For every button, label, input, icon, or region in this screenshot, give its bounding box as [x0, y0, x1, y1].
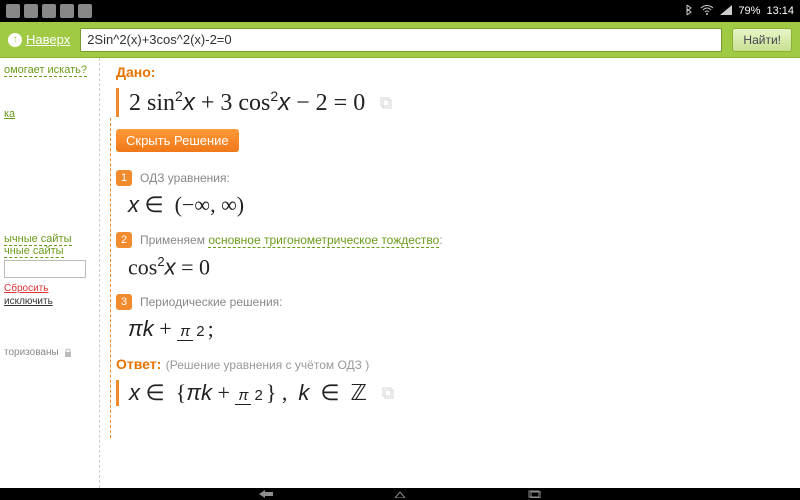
step-2-number: 2 — [116, 232, 132, 248]
sidebar-exclude-link[interactable]: исключить — [4, 296, 95, 307]
main-content: Дано: 2 sin2x + 3 cos2x − 2 = 0 Скрыть Р… — [100, 58, 800, 488]
sidebar-link-ka[interactable]: ка — [4, 108, 95, 121]
step-1-label: ОДЗ уравнения: — [140, 171, 230, 185]
app-icon-2 — [24, 4, 38, 18]
sidebar-reset-link[interactable]: Сбросить — [4, 283, 95, 294]
arrow-up-icon: ↑ — [8, 33, 22, 47]
recent-button[interactable] — [527, 490, 541, 498]
answer-label: Ответ: — [116, 356, 161, 372]
status-left-icons — [6, 4, 92, 18]
given-label: Дано: — [116, 64, 784, 80]
step-1-equation: x ∈ (−∞, ∞) — [128, 192, 784, 218]
app-icon-3 — [42, 4, 56, 18]
battery-text: 79% — [738, 5, 760, 17]
step-2-text: Применяем основное тригонометрическое то… — [140, 233, 443, 247]
equation-box: 2 sin2x + 3 cos2x − 2 = 0 — [116, 88, 784, 117]
android-navbar — [0, 488, 800, 500]
sidebar-help-link[interactable]: омогает искать? — [4, 64, 87, 77]
nav-up-label: Наверх — [26, 32, 70, 47]
back-button[interactable] — [259, 490, 273, 498]
signal-icon — [720, 5, 732, 18]
find-button[interactable]: Найти! — [732, 28, 792, 52]
answer-note: (Решение уравнения с учётом ОДЗ ) — [166, 358, 370, 372]
search-input[interactable] — [80, 28, 722, 52]
answer-equation: x ∈ {πk + π2} , k ∈ ℤ — [129, 380, 367, 406]
home-button[interactable] — [393, 490, 407, 498]
sidebar-input-1[interactable] — [4, 260, 86, 278]
step-2-equation: cos2x = 0 — [128, 254, 784, 280]
step-1-number: 1 — [116, 170, 132, 186]
page-body: омогает искать? ка ычные сайты чные сайт… — [0, 58, 800, 488]
sidebar-sites2[interactable]: чные сайты — [4, 245, 64, 258]
auth-label: торизованы — [4, 347, 59, 358]
lock-icon — [63, 348, 73, 358]
app-icon-5 — [78, 4, 92, 18]
app-icon-4 — [60, 4, 74, 18]
hide-solution-button[interactable]: Скрыть Решение — [116, 129, 239, 152]
copy-icon-2[interactable] — [381, 386, 395, 400]
step-1: 1 ОДЗ уравнения: — [116, 170, 784, 186]
android-statusbar: 79% 13:14 — [0, 0, 800, 22]
step-3-equation: πk + π2; — [128, 316, 784, 342]
sidebar: омогает искать? ка ычные сайты чные сайт… — [0, 58, 100, 488]
app-icon-1 — [6, 4, 20, 18]
step-3-label: Периодические решения: — [140, 295, 283, 309]
identity-link[interactable]: основное тригонометрическое тождество — [208, 233, 439, 248]
step-2-pre: Применяем — [140, 233, 208, 247]
search-toolbar: ↑ Наверх Найти! — [0, 22, 800, 58]
nav-up-link[interactable]: ↑ Наверх — [8, 32, 70, 47]
step-2: 2 Применяем основное тригонометрическое … — [116, 232, 784, 248]
sidebar-auth-status: торизованы — [4, 347, 95, 358]
copy-icon[interactable] — [379, 96, 393, 110]
answer-row: Ответ: (Решение уравнения с учётом ОДЗ ) — [116, 356, 784, 374]
step-3-number: 3 — [116, 294, 132, 310]
answer-equation-box: x ∈ {πk + π2} , k ∈ ℤ — [116, 380, 784, 406]
main-equation: 2 sin2x + 3 cos2x − 2 = 0 — [129, 88, 365, 117]
status-right: 79% 13:14 — [684, 4, 794, 19]
step-2-post: : — [439, 233, 442, 247]
time-text: 13:14 — [766, 5, 794, 17]
bluetooth-icon — [684, 4, 694, 19]
wifi-icon — [700, 5, 714, 18]
timeline-line — [110, 118, 111, 438]
step-3: 3 Периодические решения: — [116, 294, 784, 310]
